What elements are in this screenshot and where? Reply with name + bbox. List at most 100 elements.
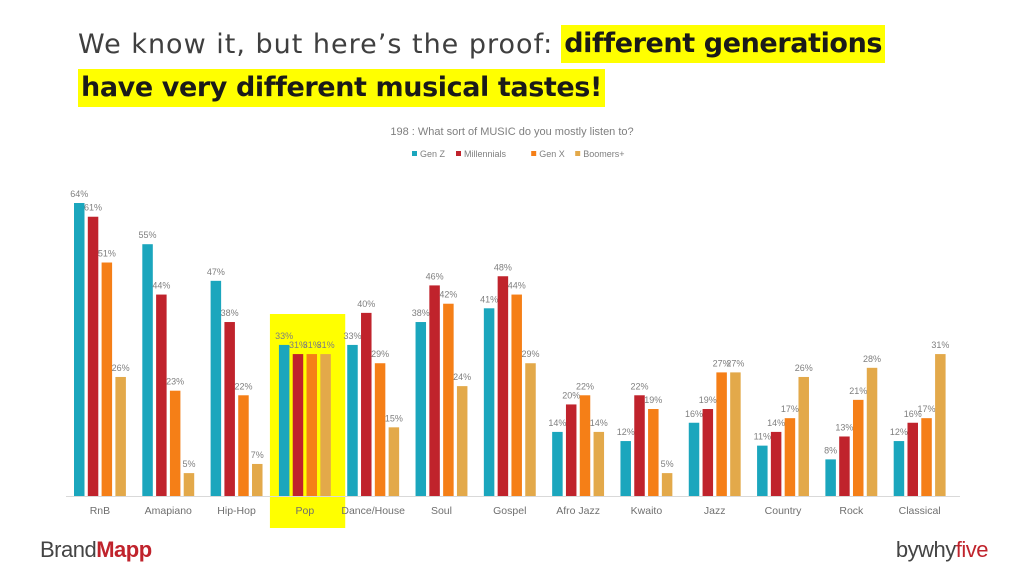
data-label-dance-house-millennials: 40% [357,299,375,309]
data-label-hip-hop-gen-x: 22% [234,381,252,391]
bar-kwaito-millennials [634,395,645,496]
legend-item-gen-x: Gen X [531,149,565,159]
legend-label-boomers: Boomers+ [583,149,624,159]
data-label-soul-boomers: 24% [453,372,471,382]
legend-item-millennials: Millennials [456,149,507,159]
data-label-pop-boomers: 31% [317,340,335,350]
bar-amapiano-gen-z [142,244,153,496]
headline-highlight-2: have very different musical tastes! [78,69,605,107]
data-label-afro-jazz-millennials: 20% [562,390,580,400]
bar-hip-hop-gen-z [210,280,222,496]
bar-rnb-millennials [87,216,99,496]
bar-dance-house-millennials [361,312,372,496]
bar-jazz-millennials [702,409,714,496]
data-label-pop-gen-z: 33% [275,331,293,341]
legend-swatch-millennials [456,151,461,156]
category-label-afro-jazz: Afro Jazz [556,505,600,517]
category-label-hip-hop: Hip-Hop [217,505,256,517]
data-label-hip-hop-gen-z: 47% [207,267,225,277]
legend-item-boomers: Boomers+ [575,149,624,159]
data-label-jazz-boomers: 27% [726,358,744,368]
category-label-rnb: RnB [90,505,110,517]
data-label-rnb-gen-x: 51% [98,249,116,259]
data-label-jazz-gen-x: 27% [713,358,731,368]
bar-rock-gen-x [852,399,864,496]
bar-rnb-gen-x [101,262,113,496]
headline-line-2: have very different musical tastes! [78,68,978,108]
data-label-kwaito-gen-x: 19% [644,395,662,405]
data-label-soul-gen-x: 42% [439,290,457,300]
data-label-rnb-millennials: 61% [84,203,102,213]
legend-swatch-gen-z [412,151,417,156]
bar-hip-hop-boomers [252,463,263,496]
legend-label-millennials: Millennials [464,149,507,159]
bar-country-gen-x [784,418,796,496]
data-label-kwaito-gen-z: 12% [617,427,635,437]
chart-title: 198 : What sort of MUSIC do you mostly l… [390,126,633,138]
data-label-jazz-gen-z: 16% [685,409,703,419]
legend-swatch-boomers [575,151,581,156]
bar-rock-boomers [866,367,878,496]
bywhyfive-logo-accent: five [955,537,989,562]
data-label-gospel-boomers: 29% [521,349,539,359]
category-label-soul: Soul [431,505,452,517]
bar-pop-gen-x [306,354,318,496]
bywhyfive-logo: bywhyfive [896,537,989,563]
bar-jazz-gen-z [688,422,700,496]
bar-afro-jazz-gen-x [579,395,591,496]
category-label-classical: Classical [899,505,941,517]
data-label-jazz-millennials: 19% [699,395,717,405]
bar-jazz-gen-x [716,372,727,496]
bar-dance-house-gen-z [347,344,358,496]
bar-gospel-boomers [525,363,536,496]
brandmapp-logo: BrandMapp [40,537,152,563]
data-label-dance-house-gen-x: 29% [371,349,389,359]
bar-rock-millennials [839,436,850,496]
bar-soul-gen-z [415,322,427,496]
category-label-kwaito: Kwaito [631,505,663,517]
data-label-rock-boomers: 28% [863,354,881,364]
bar-classical-millennials [907,422,918,496]
data-label-classical-millennials: 16% [904,409,922,419]
bar-afro-jazz-boomers [593,431,605,496]
data-label-classical-gen-z: 12% [890,427,908,437]
data-label-country-millennials: 14% [767,418,785,428]
data-label-country-gen-x: 17% [781,404,799,414]
data-label-soul-gen-z: 38% [412,308,430,318]
bar-amapiano-millennials [156,294,167,496]
bar-soul-boomers [456,386,468,496]
bar-country-gen-z [757,445,768,496]
bar-hip-hop-millennials [224,322,235,496]
data-label-afro-jazz-gen-x: 22% [576,381,594,391]
bar-jazz-boomers [730,372,741,496]
bar-soul-millennials [429,285,440,496]
data-label-kwaito-millennials: 22% [631,381,649,391]
data-label-afro-jazz-gen-z: 14% [548,418,566,428]
bar-pop-gen-z [278,344,290,496]
bar-kwaito-gen-x [648,409,659,496]
category-label-country: Country [765,505,803,517]
data-label-classical-boomers: 31% [931,340,949,350]
category-label-pop: Pop [296,505,315,517]
bar-rnb-gen-z [74,203,85,496]
bar-country-millennials [770,431,782,496]
data-label-amapiano-millennials: 44% [152,281,170,291]
bar-amapiano-boomers [183,473,195,496]
bar-gospel-gen-x [511,294,522,496]
category-label-gospel: Gospel [493,505,526,517]
data-label-amapiano-gen-x: 23% [166,377,184,387]
category-label-dance-house: Dance/House [341,505,405,517]
data-label-amapiano-boomers: 5% [182,459,195,469]
data-label-kwaito-boomers: 5% [661,459,674,469]
bar-pop-boomers [320,354,331,496]
data-label-rock-gen-z: 8% [824,445,837,455]
data-label-pop-millennials: 31% [289,340,307,350]
bar-rnb-boomers [115,376,126,496]
bar-hip-hop-gen-x [238,395,249,496]
bar-classical-gen-x [921,418,932,496]
data-label-pop-gen-x: 31% [303,340,321,350]
headline-lead: We know it, but here’s the proof: [78,28,554,60]
data-label-soul-millennials: 46% [426,271,444,281]
data-label-rnb-gen-z: 64% [70,189,88,199]
